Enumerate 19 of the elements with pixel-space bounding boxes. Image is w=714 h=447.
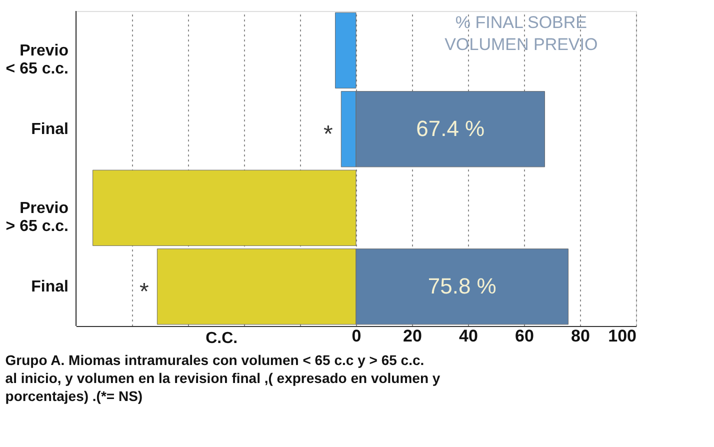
y-tick-label: Final — [31, 278, 68, 296]
y-tick-label: Previo < 65 c.c. — [6, 42, 69, 78]
x-tick-label: 0 — [352, 326, 362, 346]
text: Grupo A. Miomas intramurales con volumen < 65 c.c y > 65 c.c. al inicio, y volumen en la revision final ,( expresado en volumen y porcentajes) .(*= NS) — [5, 352, 440, 404]
x-tick-label: 60 — [515, 326, 534, 346]
x-axis-title: C.C. — [206, 330, 238, 347]
bar — [335, 12, 356, 88]
data-label: 75.8 % — [428, 274, 496, 299]
y-tick-label: Final — [31, 121, 68, 138]
bar — [92, 170, 356, 246]
x-tick-label: 100 — [608, 326, 636, 346]
data-label: 67.4 % — [416, 116, 485, 142]
x-tick-label: 40 — [459, 326, 478, 346]
x-tick-label: 80 — [571, 326, 590, 346]
annotation: * — [140, 278, 149, 306]
text: % FINAL SOBRE VOLUMEN PREVIO — [444, 13, 598, 54]
annotation: * — [323, 121, 333, 148]
y-tick-label: Previo > 65 c.c. — [6, 200, 69, 235]
x-tick-label: 20 — [403, 326, 422, 346]
